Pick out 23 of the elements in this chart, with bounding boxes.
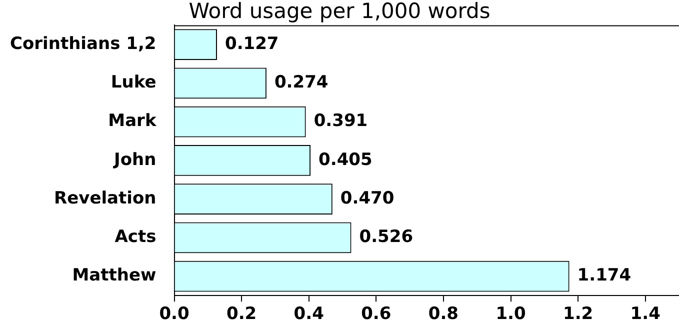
y-tick-label: Acts bbox=[114, 227, 156, 248]
data-label: 0.127 bbox=[224, 34, 279, 54]
data-label: 0.391 bbox=[314, 111, 368, 132]
x-tick-label: 1.0 bbox=[496, 304, 526, 324]
data-label: 0.526 bbox=[359, 227, 414, 248]
x-tick-label: 0.0 bbox=[159, 304, 190, 324]
y-tick-label: Luke bbox=[110, 72, 156, 93]
x-tick-label: 0.2 bbox=[226, 304, 257, 324]
x-tick-label: 1.2 bbox=[562, 304, 594, 324]
y-tick-label: Mark bbox=[108, 111, 157, 132]
x-tick-label: 0.4 bbox=[294, 304, 324, 324]
data-label: 0.405 bbox=[318, 150, 372, 170]
y-tick-label: Revelation bbox=[54, 188, 156, 208]
x-tick-label: 0.8 bbox=[428, 304, 459, 324]
chart-title: Word usage per 1,000 words bbox=[188, 0, 490, 24]
y-tick-label: Corinthians 1,2 bbox=[10, 34, 156, 54]
y-tick-label: John bbox=[113, 150, 156, 170]
y-tick-label: Matthew bbox=[72, 266, 157, 286]
data-label: 0.274 bbox=[274, 72, 328, 93]
x-tick-label: 0.6 bbox=[361, 304, 392, 324]
data-label: 0.470 bbox=[340, 188, 394, 208]
x-tick-label: 1.4 bbox=[630, 304, 661, 324]
data-label: 1.174 bbox=[577, 266, 632, 286]
